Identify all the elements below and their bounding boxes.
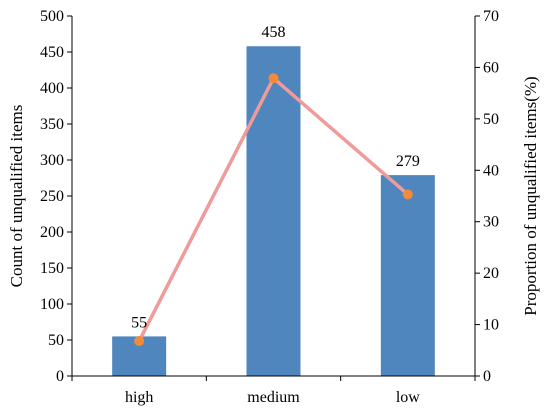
axes-layer: 0 50 100 150 200 250 300 350 400 450 500 0 10 20 30 40 5… (40, 8, 499, 406)
y-left-tick-label: 500 (40, 8, 64, 25)
y-left-tick-label: 200 (40, 224, 64, 241)
y-right-tick-label: 20 (483, 265, 499, 282)
y-left-tick-label: 50 (48, 332, 64, 349)
line-point-high (134, 336, 145, 347)
x-tick-label-low: low (396, 389, 420, 406)
bar-data-label: 458 (262, 24, 286, 41)
line-layer (134, 73, 413, 347)
bar-data-label: 55 (131, 314, 147, 331)
y-right-tick-label: 60 (483, 59, 499, 76)
y-left-tick-label: 350 (40, 116, 64, 133)
y-left-axis-title: Count of unqualified items (7, 105, 26, 288)
y-left-tick-label: 0 (56, 368, 64, 385)
y-left-tick-label: 100 (40, 296, 64, 313)
y-right-tick-label: 30 (483, 214, 499, 231)
y-left-tick-label: 400 (40, 80, 64, 97)
line-point-low (402, 189, 413, 200)
y-right-tick-label: 40 (483, 162, 499, 179)
y-right-tick-label: 10 (483, 317, 499, 334)
y-right-axis-title: Proportion of unqualified items(%) (521, 76, 540, 315)
y-left-tick-label: 300 (40, 152, 64, 169)
bar-medium (246, 46, 301, 377)
y-left-tick-label: 150 (40, 260, 64, 277)
y-left-tick-label: 250 (40, 188, 64, 205)
labels-layer: 55 458 279 (131, 24, 420, 331)
bar-low (380, 175, 435, 376)
bar-data-label: 279 (396, 153, 420, 170)
x-tick-label-medium: medium (247, 389, 300, 406)
x-tick-label-high: high (125, 389, 153, 406)
line-point-medium (268, 73, 279, 84)
y-right-tick-label: 70 (483, 8, 499, 25)
bars-layer (112, 46, 435, 377)
y-right-tick-label: 0 (483, 368, 491, 385)
y-left-tick-label: 450 (40, 44, 64, 61)
y-right-tick-label: 50 (483, 111, 499, 128)
